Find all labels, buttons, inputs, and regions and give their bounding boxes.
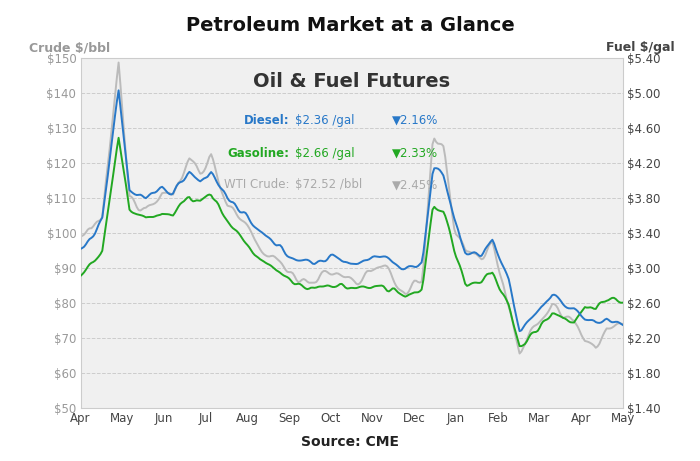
Text: WTI Crude:: WTI Crude:: [224, 178, 289, 191]
Text: Source: CME: Source: CME: [301, 436, 399, 449]
Text: Petroleum Market at a Glance: Petroleum Market at a Glance: [186, 16, 514, 35]
Text: Crude $/bbl: Crude $/bbl: [29, 41, 110, 54]
Text: Fuel $/gal: Fuel $/gal: [606, 41, 675, 54]
Text: Diesel:: Diesel:: [244, 114, 289, 127]
Text: $2.66 /gal: $2.66 /gal: [295, 147, 354, 160]
Text: $72.52 /bbl: $72.52 /bbl: [295, 178, 362, 191]
Text: ▼2.16%: ▼2.16%: [393, 114, 439, 127]
Text: ▼2.45%: ▼2.45%: [393, 178, 439, 191]
Text: ▼2.33%: ▼2.33%: [393, 147, 439, 160]
Text: $2.36 /gal: $2.36 /gal: [295, 114, 354, 127]
Text: Gasoline:: Gasoline:: [228, 147, 289, 160]
Text: Oil & Fuel Futures: Oil & Fuel Futures: [253, 71, 450, 91]
